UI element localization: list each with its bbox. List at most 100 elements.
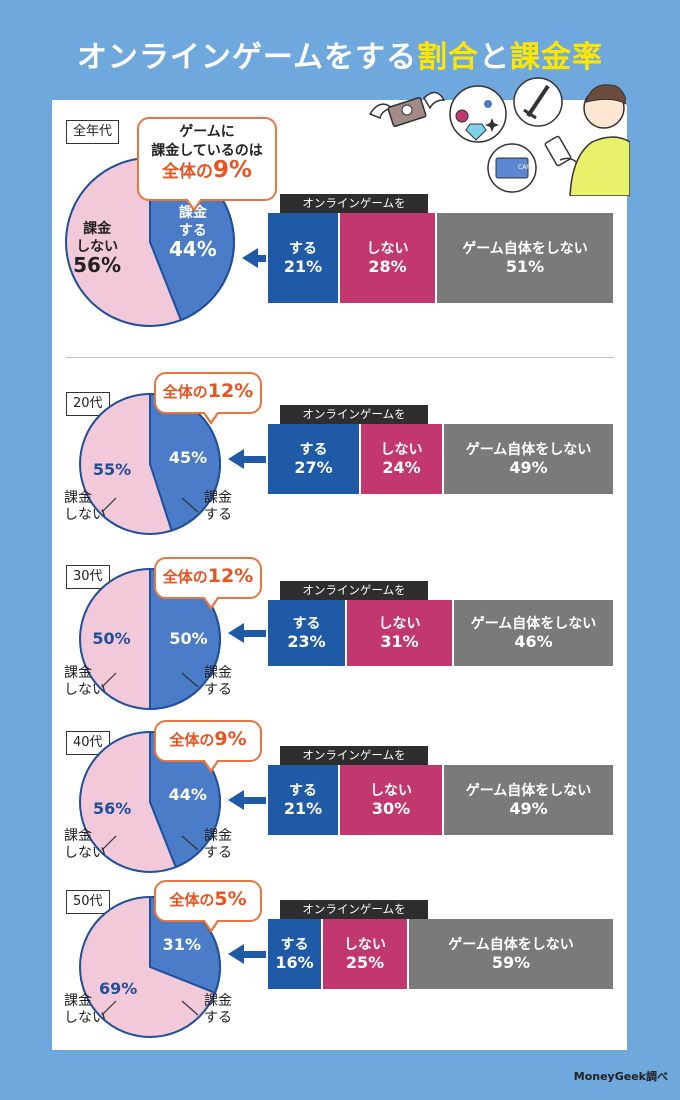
source-credit: MoneyGeek調べ [573, 1070, 668, 1083]
bar-segment-value: 28% [368, 257, 407, 276]
bar-segment-no: しない 30% [340, 765, 442, 835]
bar-segment-value: 46% [514, 632, 553, 651]
bar-segment-value: 31% [380, 632, 419, 651]
bar-segment-value: 59% [491, 953, 531, 972]
illustration: CARD [368, 77, 630, 196]
bar-header: オンラインゲームを [280, 581, 428, 600]
bar-segment-label: する [280, 937, 309, 953]
age-label: 50代 [66, 890, 110, 914]
bar-segment-value: 23% [287, 632, 326, 651]
bar-segment-none: ゲーム自体をしない 49% [444, 424, 613, 494]
callout-bubble: 全体の9% [154, 720, 262, 773]
bar-segment-value: 51% [505, 257, 545, 276]
pie-label-nopay: 課金 しない [64, 490, 106, 523]
leader-line-pay [181, 497, 199, 513]
bubble-emphasis: 全体の9% [139, 159, 275, 182]
bubble-tail-inner [204, 919, 218, 929]
bar-segment-label: しない [380, 442, 423, 458]
bar-segment-value: 49% [509, 799, 548, 818]
bar-segment-label: する [299, 442, 328, 458]
flying-money-icon [368, 91, 446, 127]
bubble-tail-inner [204, 596, 218, 606]
title-part1: オンラインゲームをする [76, 40, 418, 75]
bar-segment-label: する [292, 616, 321, 632]
pie-value-pay: 31% [162, 935, 201, 955]
bubble-value: 12% [207, 380, 254, 402]
bar-segment-value: 16% [275, 953, 314, 972]
bar-header: オンラインゲームを [280, 405, 428, 424]
title-part3: と [479, 40, 511, 75]
title-part4: 課金率 [510, 40, 604, 75]
leader-lines [101, 672, 199, 688]
bar-segment-label: しない [378, 616, 421, 632]
divider [66, 357, 614, 358]
pie-label-nopay-text: 課金 しない [76, 221, 119, 256]
bubble-prefix: 全体の [162, 568, 208, 586]
leader-lines [101, 835, 199, 851]
pie-label-nopay: 課金 しない [64, 993, 106, 1026]
bar-segment-no: しない 31% [347, 600, 452, 666]
bar-segment-value: 49% [509, 458, 548, 477]
arrow-shaft [240, 951, 266, 958]
arrow-head [228, 944, 244, 964]
bar-segment-value: 21% [283, 799, 323, 818]
leader-lines [101, 1000, 199, 1016]
leader-line-pay [181, 835, 199, 851]
bar-segment-label: ゲーム自体をしない [448, 937, 574, 953]
bubble-line2: 課金しているのは [151, 143, 263, 159]
callout-bubble: 全体の5% [154, 880, 262, 933]
bubble-prefix: 全体の [169, 891, 215, 909]
pie-label-pay: 課金 する [204, 828, 232, 861]
bar-segment-value: 24% [382, 458, 421, 477]
bar-segment-yes: する 21% [268, 765, 338, 835]
callout-bubble: 全体の12% [154, 372, 262, 425]
credit-card-icon: CARD [487, 143, 537, 193]
pie-value-pay: 44% [168, 784, 207, 804]
smartphone-player-icon [544, 84, 630, 196]
bar-segment-label: しない [366, 241, 409, 257]
arrow-head [228, 449, 244, 469]
bubble-tail-inner [187, 198, 201, 208]
leader-line-nopay [101, 835, 117, 851]
bar-segment-value: 25% [345, 953, 385, 972]
bar-segment-label: ゲーム自体をしない [462, 241, 588, 257]
leader-line-nopay [101, 672, 117, 688]
bubble-value: 9% [212, 157, 253, 183]
bubble-tail-inner [204, 411, 218, 421]
bar-segment-none: ゲーム自体をしない 51% [437, 213, 613, 303]
pie-label-pay: 課金 する [204, 665, 232, 698]
card-text: CARD [518, 164, 535, 171]
arrow-shaft [240, 630, 266, 637]
arrow-shaft [240, 456, 266, 463]
bar-segment-label: する [289, 241, 317, 257]
bar-segment-yes: する 27% [268, 424, 359, 494]
sword-icon [513, 77, 563, 127]
bar-segment-no: しない 28% [340, 213, 435, 303]
pie-value-nopay: 50% [92, 629, 131, 648]
bubble-prefix: 全体の [169, 731, 215, 749]
pie-value-pay: 45% [168, 447, 208, 467]
pie-value-nopay: 69% [99, 978, 138, 998]
pie-label-nopay: 課金 しない [64, 828, 106, 861]
arrow-head [228, 623, 244, 643]
leader-line-pay [181, 1000, 199, 1016]
leader-line-pay [181, 672, 199, 688]
bar-segment-label: しない [344, 937, 386, 953]
bar-segment-no: しない 24% [361, 424, 442, 494]
pie-label-nopay: 課金 しない 56% [63, 220, 131, 275]
bar-segment-none: ゲーム自体をしない 46% [454, 600, 613, 666]
leader-lines [101, 497, 199, 513]
title-part2: 割合 [417, 40, 480, 75]
bar-segment-yes: する 21% [268, 213, 338, 303]
arrow-head [228, 790, 244, 810]
bar-segment-yes: する 23% [268, 600, 345, 666]
bubble-tail-inner [204, 759, 218, 769]
pie-value-pay: 50% [169, 629, 208, 648]
arrow-shaft [240, 797, 266, 804]
page-title: オンラインゲームをする割合と課金率 [0, 32, 680, 76]
bubble-value: 5% [214, 888, 247, 910]
bar-segment-value: 30% [371, 799, 411, 818]
bar-segment-no: しない 25% [323, 919, 407, 989]
pie-value-pay: 44% [168, 236, 217, 261]
pie-label-pay: 課金 する [204, 490, 232, 523]
